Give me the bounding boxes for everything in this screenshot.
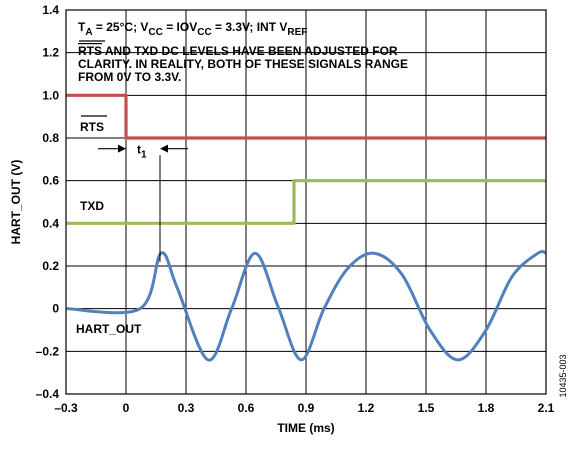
y-tick-label: 1.4 xyxy=(42,3,59,17)
y-tick-label: 1.2 xyxy=(42,46,59,60)
x-tick-label: 2.1 xyxy=(538,401,555,415)
txd-label: TXD xyxy=(80,199,104,213)
series-hart-out-line xyxy=(65,249,547,362)
note-rts-overbar: RTS xyxy=(78,44,102,58)
note-line-3: FROM 0V TO 3.3V. xyxy=(78,70,181,84)
x-tick-label: –0.3 xyxy=(54,401,78,415)
y-tick-label: –0.2 xyxy=(36,344,60,358)
rts-label: RTS xyxy=(80,120,104,134)
condition-subscript: CC xyxy=(148,27,162,38)
y-tick-label: 0.6 xyxy=(42,174,59,188)
note-line-1: RTS AND TXD DC LEVELS HAVE BEEN ADJUSTED… xyxy=(78,44,398,58)
t1-label-main: t xyxy=(137,143,141,157)
condition-part: = 25°C; V xyxy=(93,20,149,34)
tick-labels: –0.3 0 0.3 0.6 0.9 1.2 1.5 1.8 2.1 –0.4 –0.2 0 0.2 0.… xyxy=(36,3,555,415)
condition-part: T xyxy=(78,20,86,34)
x-tick-label: 1.5 xyxy=(418,401,435,415)
note-rest: AND TXD DC LEVELS HAVE BEEN ADJUSTED FOR xyxy=(102,44,398,58)
condition-part: = 3.3V; INT V xyxy=(212,20,288,34)
condition-subscript: A xyxy=(85,27,92,38)
series-txd-line xyxy=(66,179,546,225)
t1-label: t1 xyxy=(137,143,147,161)
y-tick-label: 1.0 xyxy=(42,88,59,102)
x-tick-label: 1.8 xyxy=(478,401,495,415)
y-tick-label: 0.2 xyxy=(42,259,59,273)
x-tick-label: 0.9 xyxy=(298,401,315,415)
x-tick-label: 0.3 xyxy=(178,401,195,415)
x-tick-label: 1.2 xyxy=(358,401,375,415)
t1-arrow-right-head xyxy=(160,144,168,153)
series-rts-line xyxy=(66,93,546,140)
x-axis-title: TIME (ms) xyxy=(277,421,334,435)
y-tick-label: 0 xyxy=(52,302,59,316)
conditions-text: TA = 25°C; VCC = IOVCC = 3.3V; INT VREF xyxy=(78,20,307,38)
y-axis-title: HART_OUT (V) xyxy=(9,160,23,245)
annotation-layer: TA = 25°C; VCC = IOVCC = 3.3V; INT VREFR… xyxy=(76,20,408,336)
y-tick-label: –0.4 xyxy=(36,387,60,401)
series-layer xyxy=(65,93,547,362)
note-line-2: CLARITY. IN REALITY, BOTH OF THESE SIGNA… xyxy=(78,57,408,71)
t1-label-subscript: 1 xyxy=(141,150,147,161)
y-tick-label: 0.4 xyxy=(42,216,59,230)
hart-out-label: HART_OUT xyxy=(76,322,142,336)
t1-arrow-left-head xyxy=(118,144,126,153)
condition-subscript: CC xyxy=(197,27,211,38)
x-tick-label: 0.6 xyxy=(238,401,255,415)
figure-id: 10435-003 xyxy=(558,354,568,397)
y-tick-label: 0.8 xyxy=(42,131,59,145)
condition-part: = IOV xyxy=(163,20,197,34)
plot-frame xyxy=(65,9,547,395)
x-tick-label: 0 xyxy=(123,401,130,415)
condition-subscript: REF xyxy=(287,27,307,38)
